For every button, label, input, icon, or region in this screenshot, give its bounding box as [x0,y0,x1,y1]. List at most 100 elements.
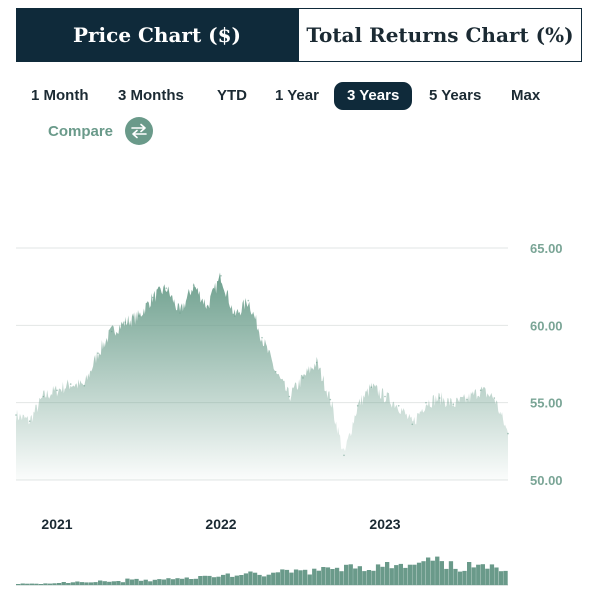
range-3-years[interactable]: 3 Years [334,82,413,110]
volume-bar [175,578,180,585]
volume-bar [426,557,431,585]
volume-bar [471,567,476,585]
range-max[interactable]: Max [511,87,541,104]
price-point [315,361,318,364]
volume-bar [362,571,367,585]
volume-bar [353,568,358,585]
volume-bar [79,582,85,585]
price-point [192,284,195,286]
volume-bar [70,582,75,585]
range-1-year[interactable]: 1 Year [275,87,319,104]
tab-price-chart[interactable]: Price Chart ($) [16,8,298,62]
volume-bar [262,576,267,585]
volume-bar [435,556,440,585]
volume-bar [398,563,403,585]
volume-bar [453,568,458,585]
volume-bar [102,581,107,585]
y-tick-label: 55.00 [530,396,563,411]
range-3-months[interactable]: 3 Months [118,87,184,104]
volume-bar [16,584,21,585]
price-point [411,423,414,426]
volume-bar [47,583,53,585]
tab-total-returns-chart[interactable]: Total Returns Chart (%) [298,8,582,62]
price-point [206,306,209,308]
volume-bar [111,581,116,585]
price-point [302,377,304,379]
price-point [247,299,250,302]
volume-bar [166,578,171,585]
volume-bar [307,574,312,585]
price-point [288,395,291,398]
volume-bar [476,564,481,585]
volume-bar [416,562,422,585]
volume-bar [457,571,463,585]
x-tick-label: 2023 [369,516,400,532]
volume-bar [462,570,467,585]
volume-bar [316,570,321,585]
volume-bar [161,579,167,585]
price-point [138,315,140,317]
price-point [124,321,127,323]
volume-bar [407,564,413,585]
price-point [343,454,345,457]
price-point [438,397,441,399]
volume-bar [385,562,390,585]
price-point [452,403,455,405]
volume-bar [221,574,226,585]
price-point [356,405,359,407]
price-point [329,398,332,401]
volume-bar [198,576,203,585]
volume-bar [75,581,80,585]
volume-bar [330,569,335,585]
price-point [15,414,17,416]
volume-bar [120,582,126,585]
volume-bar [293,569,299,585]
price-point [466,398,468,401]
volume-bar [303,569,308,585]
volume-bar [93,582,98,585]
volume-bar [98,580,103,585]
price-point [69,383,72,385]
price-point [151,296,154,299]
volume-bar [248,571,253,585]
price-point [493,397,496,399]
price-point [397,405,400,407]
volume-bar [494,567,499,585]
volume-bar [489,564,495,585]
volume-bar [366,570,372,585]
price-point [83,384,86,387]
volume-bar [325,567,331,585]
volume-bar [430,560,435,585]
range-1-month[interactable]: 1 Month [31,87,89,104]
price-point [507,432,509,435]
volume-bar [344,564,349,585]
volume-bar [180,578,185,585]
price-point [165,287,168,289]
volume-bar [257,574,262,585]
volume-bar [57,583,62,585]
volume-bar [189,579,194,585]
time-range-selector: 1 Month 3 Months YTD 1 Year 3 Years 5 Ye… [18,82,578,112]
volume-bar [116,581,121,585]
compare-button[interactable]: Compare [48,117,154,145]
volume-bar [421,561,426,585]
volume-bar [339,571,344,585]
volume-bar [389,568,394,585]
volume-bar [207,575,212,585]
volume-bar [148,581,153,585]
price-point [233,315,236,317]
y-tick-label: 50.00 [530,473,563,488]
volume-bar [211,577,217,585]
price-point [425,401,427,404]
volume-bar [34,583,39,585]
volume-bar [498,571,504,585]
price-point [261,336,263,339]
volume-bar [439,561,444,585]
swap-arrows-icon [125,117,154,145]
volume-bar [280,569,285,585]
range-5-years[interactable]: 5 Years [429,87,482,104]
volume-bar [43,583,48,585]
range-ytd[interactable]: YTD [217,87,247,104]
volume-bar [394,565,399,585]
volume-bar [375,564,381,585]
